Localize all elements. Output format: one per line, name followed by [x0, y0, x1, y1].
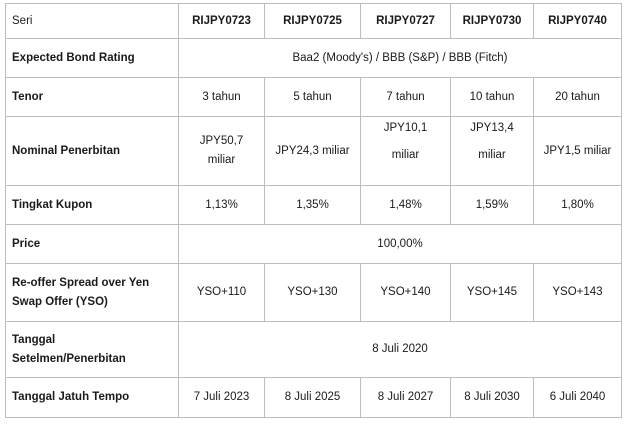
nominal-value: JPY24,3 miliar	[264, 116, 361, 186]
table-row-price: Price 100,00%	[5, 224, 622, 264]
bond-series-table: Seri RIJPY0723 RIJPY0725 RIJPY0727 RIJPY…	[5, 3, 622, 418]
spread-value: YSO+130	[264, 263, 361, 322]
row-label: Tanggal Jatuh Tempo	[5, 377, 179, 418]
rating-value: Baa2 (Moody's) / BBB (S&P) / BBB (Fitch)	[178, 38, 622, 78]
nominal-line: miliar	[207, 154, 236, 166]
spread-value: YSO+140	[360, 263, 451, 322]
kupon-value: 1,80%	[533, 185, 622, 225]
nominal-line: JPY50,7	[199, 135, 244, 147]
nominal-value: JPY50,7 miliar	[178, 116, 265, 186]
series-header: RIJPY0730	[450, 3, 534, 39]
jatuh-tempo-value: 6 Juli 2040	[533, 377, 622, 418]
row-label-line: Setelmen/Penerbitan	[12, 352, 126, 365]
nominal-value: JPY1,5 miliar	[533, 116, 622, 186]
spread-value: YSO+110	[178, 263, 265, 322]
jatuh-tempo-value: 8 Juli 2027	[360, 377, 451, 418]
jatuh-tempo-value: 7 Juli 2023	[178, 377, 265, 418]
nominal-line: JPY10,1	[383, 122, 428, 134]
row-label-line: Re-offer Spread over Yen	[12, 276, 150, 289]
table-row-nominal: Nominal Penerbitan JPY50,7 miliar JPY24,…	[5, 116, 622, 186]
nominal-value: JPY10,1 miliar	[360, 116, 451, 186]
kupon-value: 1,13%	[178, 185, 265, 225]
row-label: Tenor	[5, 77, 179, 117]
kupon-value: 1,35%	[264, 185, 361, 225]
tenor-value: 3 tahun	[178, 77, 265, 117]
series-header: RIJPY0725	[264, 3, 361, 39]
spread-value: YSO+145	[450, 263, 534, 322]
tenor-value: 5 tahun	[264, 77, 361, 117]
series-header: RIJPY0723	[178, 3, 265, 39]
nominal-value: JPY13,4 miliar	[450, 116, 534, 186]
row-label-line: Tanggal	[12, 333, 56, 346]
row-label: Tingkat Kupon	[5, 185, 179, 225]
row-label: Expected Bond Rating	[5, 38, 179, 78]
row-label: Nominal Penerbitan	[5, 116, 179, 186]
table-row-kupon: Tingkat Kupon 1,13% 1,35% 1,48% 1,59% 1,…	[5, 185, 622, 225]
tenor-value: 7 tahun	[360, 77, 451, 117]
header-label: Seri	[5, 3, 179, 39]
row-label: Re-offer Spread over Yen Swap Offer (YSO…	[5, 263, 179, 322]
row-label: Price	[5, 224, 179, 264]
jatuh-tempo-value: 8 Juli 2030	[450, 377, 534, 418]
tenor-value: 20 tahun	[533, 77, 622, 117]
row-label-line: Swap Offer (YSO)	[12, 295, 108, 308]
series-header: RIJPY0727	[360, 3, 451, 39]
kupon-value: 1,48%	[360, 185, 451, 225]
table-row-jatuh-tempo: Tanggal Jatuh Tempo 7 Juli 2023 8 Juli 2…	[5, 377, 622, 418]
nominal-line: miliar	[391, 149, 420, 161]
jatuh-tempo-value: 8 Juli 2025	[264, 377, 361, 418]
kupon-value: 1,59%	[450, 185, 534, 225]
spread-value: YSO+143	[533, 263, 622, 322]
tenor-value: 10 tahun	[450, 77, 534, 117]
nominal-line: miliar	[478, 149, 506, 161]
price-value: 100,00%	[178, 224, 622, 264]
row-label: Tanggal Setelmen/Penerbitan	[5, 321, 179, 378]
table-row-header: Seri RIJPY0723 RIJPY0725 RIJPY0727 RIJPY…	[5, 3, 622, 39]
table-row-tenor: Tenor 3 tahun 5 tahun 7 tahun 10 tahun 2…	[5, 77, 622, 117]
table-row-rating: Expected Bond Rating Baa2 (Moody's) / BB…	[5, 38, 622, 78]
nominal-line: JPY13,4	[470, 122, 514, 134]
table-row-setelmen: Tanggal Setelmen/Penerbitan 8 Juli 2020	[5, 321, 622, 378]
table-row-spread: Re-offer Spread over Yen Swap Offer (YSO…	[5, 263, 622, 322]
setelmen-value: 8 Juli 2020	[178, 321, 622, 378]
series-header: RIJPY0740	[533, 3, 622, 39]
